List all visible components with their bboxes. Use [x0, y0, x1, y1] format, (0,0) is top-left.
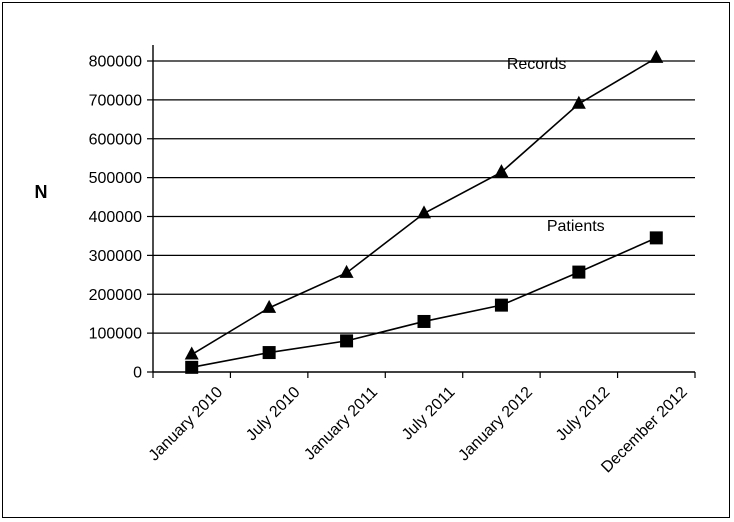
records-series-label: Records	[507, 56, 567, 73]
x-tick-label: January 2011	[301, 384, 381, 464]
records-point	[571, 95, 586, 109]
y-tick-label: 800000	[89, 54, 142, 71]
y-tick-label: 400000	[89, 209, 142, 226]
records-point	[494, 164, 509, 178]
series-group: Records Patients	[184, 49, 664, 374]
y-tick-label: 300000	[89, 248, 142, 265]
records-point	[417, 205, 431, 219]
patients-point	[494, 298, 508, 312]
line-chart: 0 100000 200000 300000 400000 500000 600000 700…	[35, 45, 696, 477]
records-point	[184, 346, 199, 360]
gridlines	[153, 60, 695, 334]
x-tick-label: December 2012	[598, 384, 691, 477]
y-tick-label: 200000	[89, 287, 142, 304]
patients-point	[417, 314, 431, 328]
y-tick-label: 500000	[89, 170, 142, 187]
x-tick-label: July 2010	[243, 384, 304, 445]
y-tick-label: 600000	[89, 131, 142, 148]
records-point	[339, 264, 354, 278]
y-tick-label: 0	[133, 365, 142, 382]
records-point	[649, 49, 664, 63]
patients-series-label: Patients	[547, 218, 605, 235]
patients-point	[340, 334, 354, 348]
patients-point	[649, 231, 663, 245]
y-tick-label: 100000	[89, 326, 142, 343]
patients-series-line	[191, 237, 657, 369]
x-tick-label: July 2012	[553, 384, 614, 445]
x-tick-label: July 2011	[399, 384, 459, 444]
y-axis-label: N	[35, 182, 48, 202]
patients-point	[572, 265, 586, 279]
records-point	[262, 299, 277, 313]
axes	[147, 45, 696, 378]
y-tick-labels: 0 100000 200000 300000 400000 500000 600000 700…	[89, 54, 142, 382]
patients-point	[262, 346, 276, 360]
patients-point	[185, 360, 199, 374]
x-tick-label: January 2010	[146, 384, 227, 465]
y-tick-label: 700000	[89, 92, 142, 109]
x-tick-label: January 2012	[455, 384, 536, 465]
